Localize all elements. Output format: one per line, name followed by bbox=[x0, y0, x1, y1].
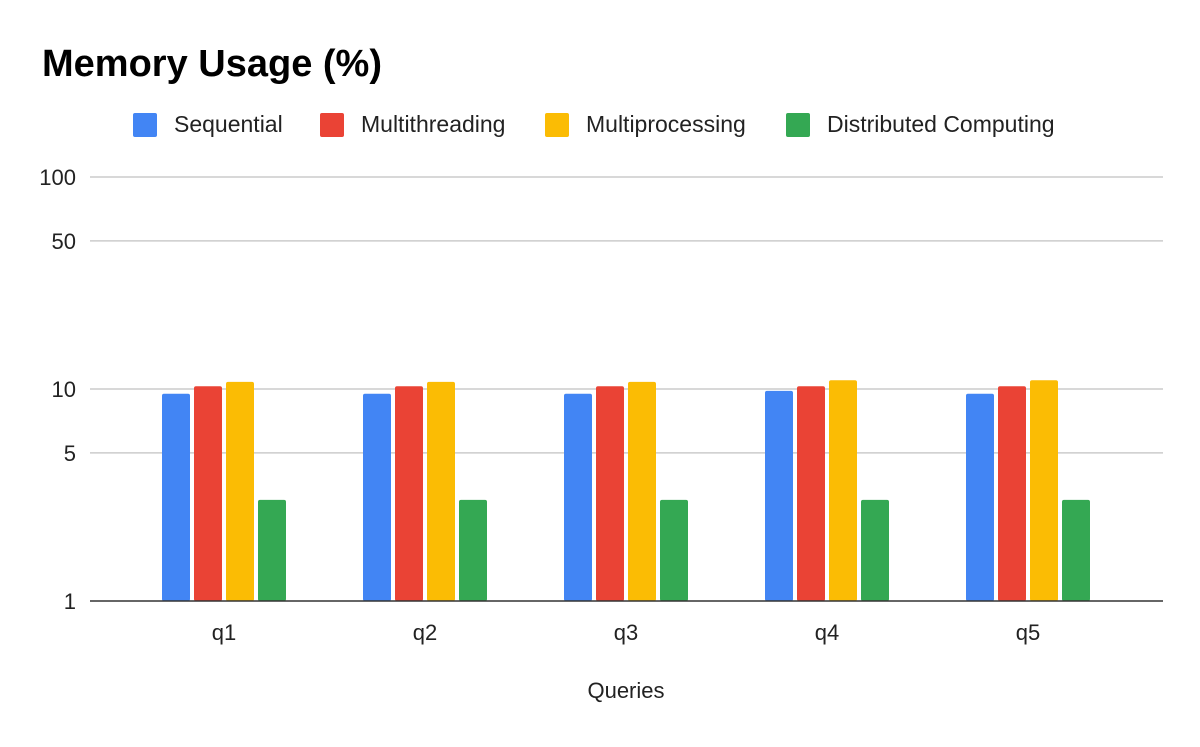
bar-q1-multiprocessing[interactable] bbox=[226, 381, 254, 601]
bar-q1-multithreading[interactable] bbox=[194, 386, 222, 601]
legend-item[interactable]: Multithreading bbox=[320, 111, 505, 137]
x-tick-label: q5 bbox=[1016, 620, 1040, 645]
x-tick-label: q2 bbox=[413, 620, 437, 645]
bar-q1-sequential[interactable] bbox=[162, 393, 190, 601]
legend-label: Multiprocessing bbox=[586, 111, 746, 137]
bar-q4-multiprocessing[interactable] bbox=[829, 380, 857, 601]
bar-q3-distributed-computing[interactable] bbox=[660, 499, 688, 601]
bar-q2-distributed-computing[interactable] bbox=[459, 499, 487, 601]
x-tick-label: q1 bbox=[212, 620, 236, 645]
x-tick-label: q4 bbox=[815, 620, 839, 645]
legend-swatch bbox=[545, 113, 569, 137]
bar-q5-multithreading[interactable] bbox=[998, 386, 1026, 601]
bar-q2-sequential[interactable] bbox=[363, 393, 391, 601]
bar-q3-multithreading[interactable] bbox=[596, 386, 624, 601]
x-axis-ticks: q1 q2 q3 q4 q5 bbox=[212, 620, 1040, 645]
bar-q5-multiprocessing[interactable] bbox=[1030, 380, 1058, 601]
y-tick-label: 10 bbox=[52, 377, 76, 402]
bar-q5-sequential[interactable] bbox=[966, 393, 994, 601]
y-tick-label: 50 bbox=[52, 229, 76, 254]
bar-q4-distributed-computing[interactable] bbox=[861, 499, 889, 601]
bar-q3-sequential[interactable] bbox=[564, 393, 592, 601]
y-axis-ticks: 1 5 10 50 100 bbox=[39, 165, 76, 614]
y-tick-label: 100 bbox=[39, 165, 76, 190]
bar-q2-multiprocessing[interactable] bbox=[427, 381, 455, 601]
legend: Sequential Multithreading Multiprocessing D… bbox=[133, 111, 1055, 137]
y-tick-label: 5 bbox=[64, 441, 76, 466]
legend-item[interactable]: Multiprocessing bbox=[545, 111, 746, 137]
legend-item[interactable]: Sequential bbox=[133, 111, 283, 137]
bar-q4-multithreading[interactable] bbox=[797, 386, 825, 601]
legend-swatch bbox=[320, 113, 344, 137]
bar-q4-sequential[interactable] bbox=[765, 390, 793, 601]
x-tick-label: q3 bbox=[614, 620, 638, 645]
bars bbox=[162, 380, 1090, 601]
bar-q2-multithreading[interactable] bbox=[395, 386, 423, 601]
legend-label: Distributed Computing bbox=[827, 111, 1055, 137]
legend-swatch bbox=[133, 113, 157, 137]
legend-item[interactable]: Distributed Computing bbox=[786, 111, 1055, 137]
bar-q1-distributed-computing[interactable] bbox=[258, 499, 286, 601]
legend-swatch bbox=[786, 113, 810, 137]
y-tick-label: 1 bbox=[64, 589, 76, 614]
legend-label: Multithreading bbox=[361, 111, 505, 137]
chart-title: Memory Usage (%) bbox=[42, 43, 382, 85]
bar-q3-multiprocessing[interactable] bbox=[628, 381, 656, 601]
legend-label: Sequential bbox=[174, 111, 283, 137]
x-axis-title: Queries bbox=[587, 678, 664, 703]
bar-q5-distributed-computing[interactable] bbox=[1062, 499, 1090, 601]
